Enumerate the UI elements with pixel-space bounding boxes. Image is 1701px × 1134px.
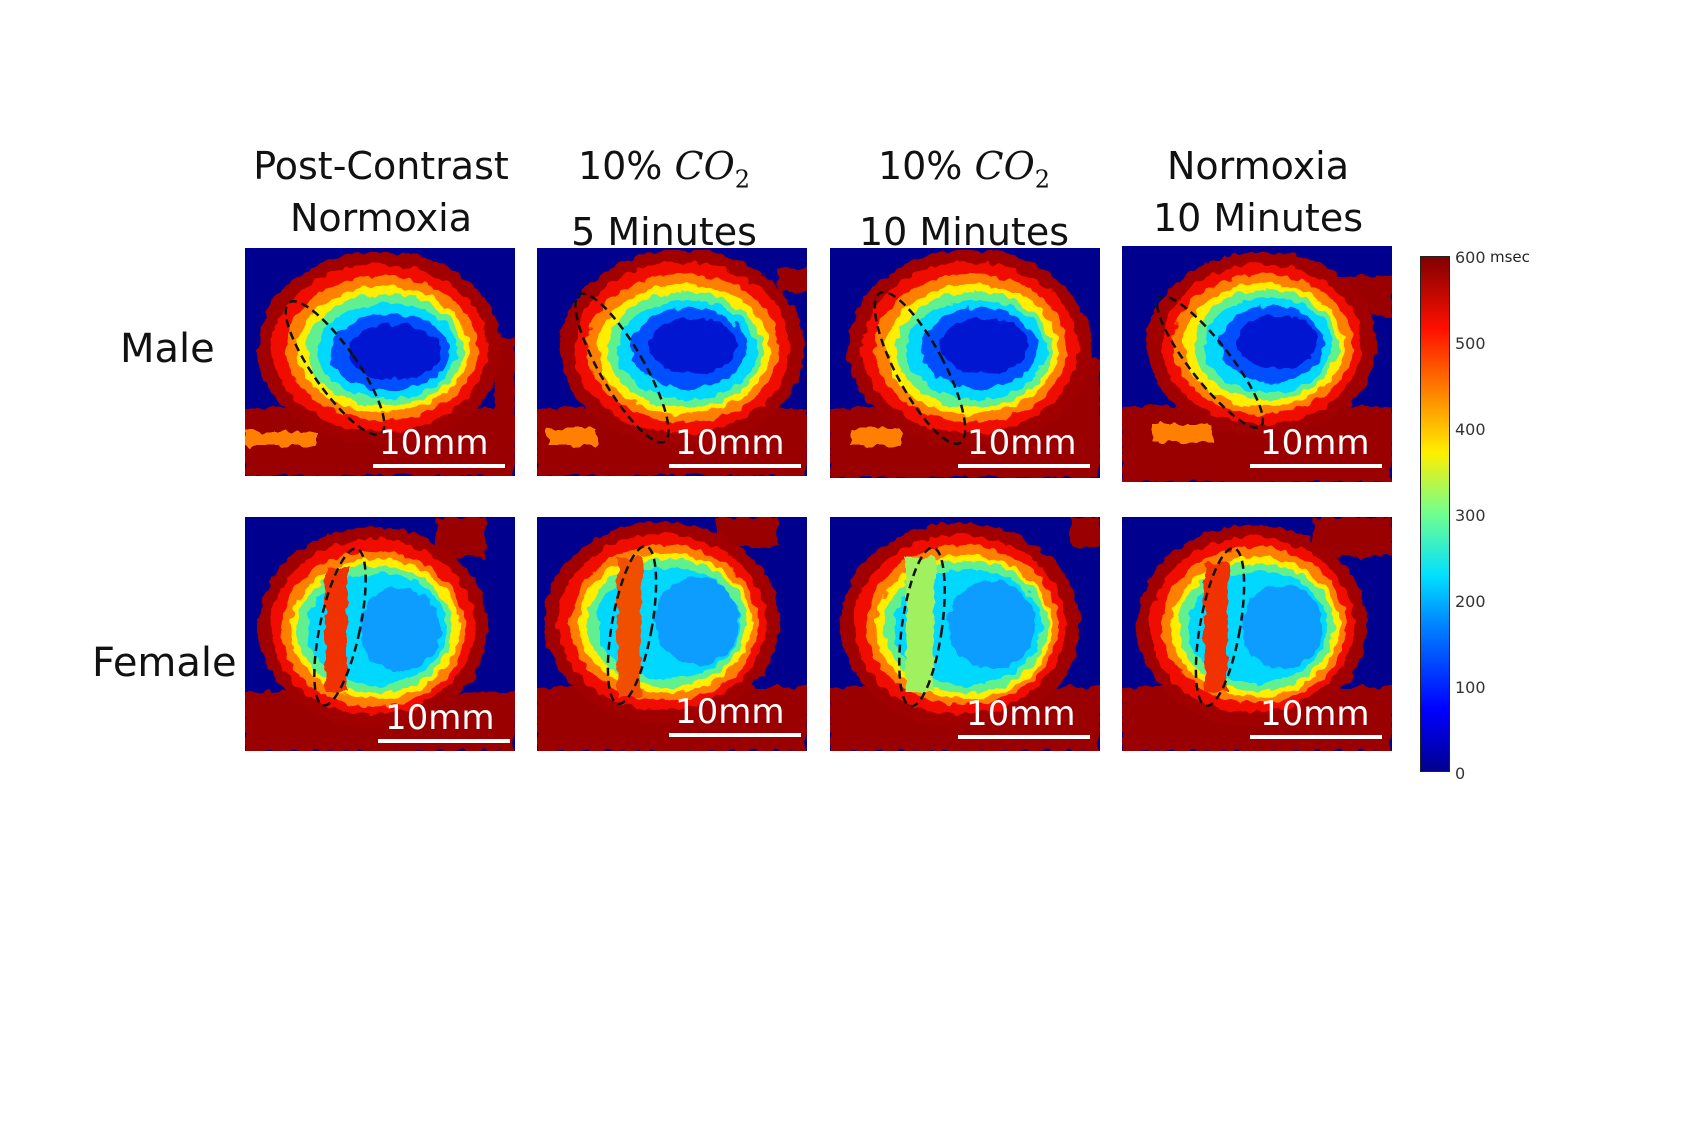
colorbar-tick-500: 500 — [1455, 334, 1486, 353]
t1-map-female-post-contrast: 10mm — [245, 517, 515, 751]
t1-map-female-co2-5min: 10mm — [537, 517, 807, 751]
t1-map-male-post-contrast: 10mm — [245, 248, 515, 476]
co2-formula-subscript: 2 — [1034, 165, 1051, 194]
column-header-line2: 10 Minutes — [1152, 196, 1364, 240]
scale-bar-label: 10mm — [379, 423, 489, 463]
colorbar-tick-200: 200 — [1455, 592, 1486, 611]
scale-bar-label: 10mm — [967, 423, 1077, 463]
scale-bar — [378, 739, 510, 743]
scale-bar-label: 10mm — [675, 692, 785, 732]
column-header-post-contrast: Post-Contrast Normoxia — [231, 140, 531, 244]
colorbar-tick-100: 100 — [1455, 678, 1486, 697]
co2-formula: CO2 — [674, 144, 751, 194]
column-header-line2: Normoxia — [289, 196, 473, 240]
column-header-line1: Normoxia — [1166, 144, 1350, 188]
co2-percent: 10% — [577, 144, 663, 188]
t1-map-male-co2-5min: 10mm — [537, 248, 807, 476]
colorbar-tick-400: 400 — [1455, 420, 1486, 439]
scale-bar — [373, 464, 505, 468]
co2-formula-subscript: 2 — [734, 165, 751, 194]
column-header-line2: 5 Minutes — [571, 209, 757, 254]
colorbar-tick-600: 600 — [1455, 248, 1486, 267]
column-header-line1: Post-Contrast — [253, 144, 509, 188]
column-header-line1: 10% CO2 — [514, 140, 814, 206]
t1-map-male-normoxia-10min: 10mm — [1122, 246, 1392, 482]
column-header-line1: 10% CO2 — [814, 140, 1114, 206]
column-header-co2-5min: 10% CO2 5 Minutes — [514, 140, 814, 258]
scale-bar-label: 10mm — [1260, 694, 1370, 734]
row-label-female: Female — [92, 640, 237, 686]
colorbar — [1420, 256, 1450, 772]
scale-bar-label: 10mm — [385, 698, 495, 738]
co2-percent: 10% — [877, 144, 963, 188]
scale-bar — [958, 735, 1090, 739]
co2-formula: CO2 — [974, 144, 1051, 194]
scale-bar-label: 10mm — [675, 423, 785, 463]
t1-map-female-co2-10min: 10mm — [830, 517, 1100, 751]
column-header-line2: 10 Minutes — [858, 209, 1070, 254]
column-header-co2-10min: 10% CO2 10 Minutes — [814, 140, 1114, 258]
scale-bar — [958, 464, 1090, 468]
co2-formula-base: CO — [674, 144, 735, 188]
scale-bar — [669, 733, 801, 737]
t1-map-female-normoxia-10min: 10mm — [1122, 517, 1392, 751]
scale-bar-label: 10mm — [1260, 423, 1370, 463]
column-header-normoxia-10min: Normoxia 10 Minutes — [1108, 140, 1408, 244]
scale-bar — [1250, 735, 1382, 739]
t1-map-male-co2-10min: 10mm — [830, 248, 1100, 478]
co2-formula-base: CO — [974, 144, 1035, 188]
scale-bar — [1250, 464, 1382, 468]
colorbar-tick-0: 0 — [1455, 764, 1466, 783]
scale-bar-label: 10mm — [966, 694, 1076, 734]
row-label-male: Male — [120, 326, 215, 372]
colorbar-unit: msec — [1490, 248, 1530, 266]
scale-bar — [669, 464, 801, 468]
colorbar-gradient — [1421, 257, 1449, 771]
colorbar-tick-300: 300 — [1455, 506, 1486, 525]
